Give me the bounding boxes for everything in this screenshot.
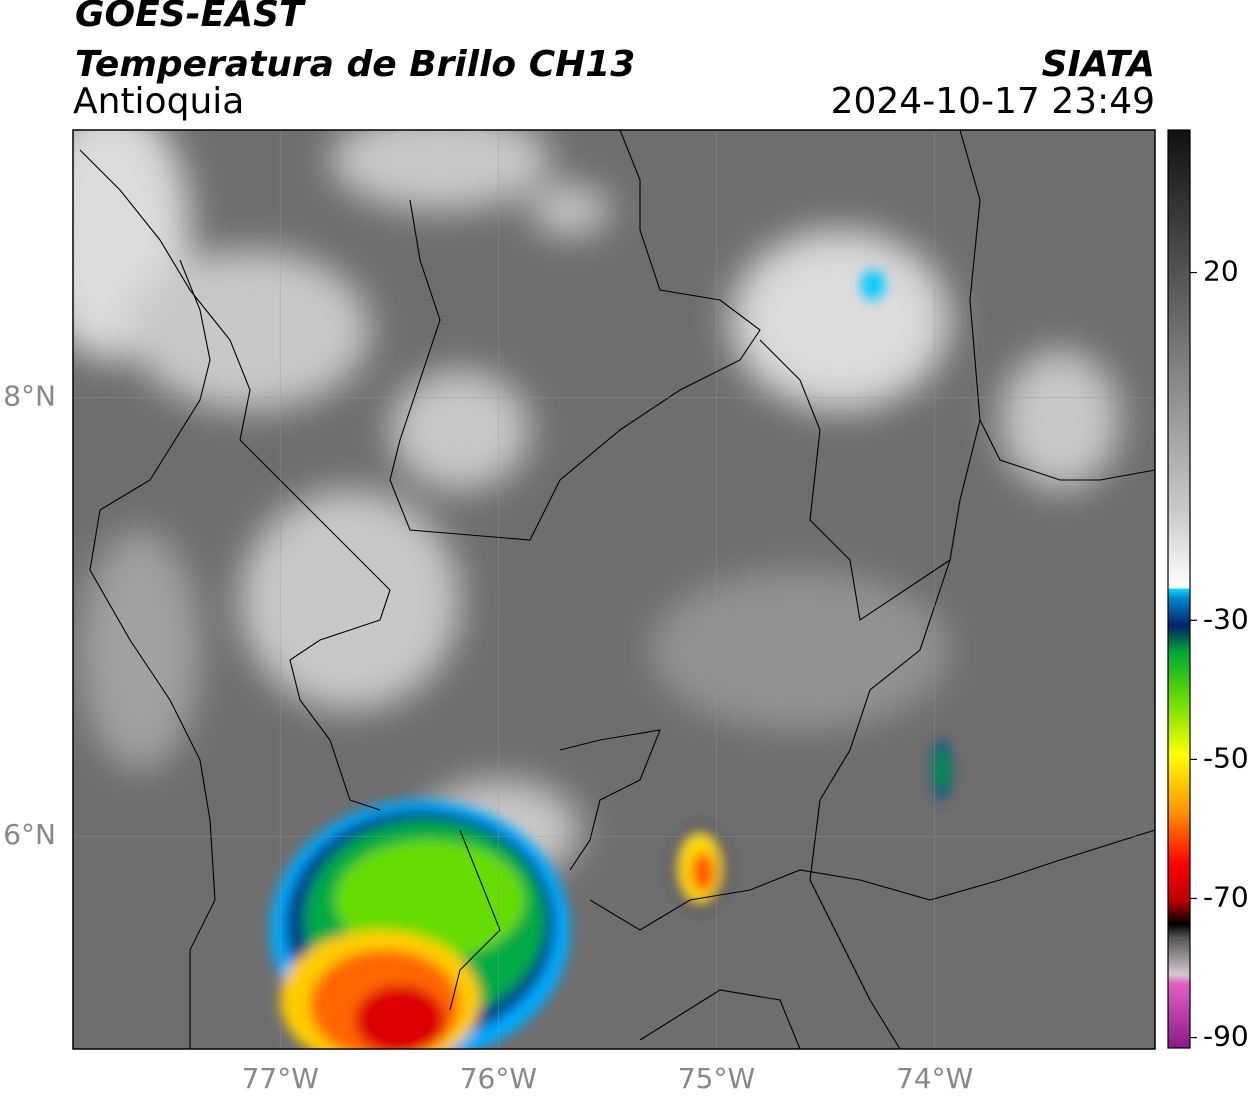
colorbar-tick-label: -70 (1203, 880, 1249, 913)
x-tick-label: 75°W (678, 1062, 755, 1095)
y-tick-label: 8°N (3, 380, 56, 413)
satellite-image (73, 130, 1155, 1049)
colorbar-tick-label: -50 (1203, 741, 1249, 774)
colorbar (1167, 129, 1191, 1049)
graticule (73, 130, 1155, 1049)
x-tick-label: 77°W (242, 1062, 319, 1095)
map-frame (72, 129, 1156, 1050)
colorbar-tick-label: 20 (1203, 255, 1239, 288)
colorbar-tick-label: -90 (1203, 1020, 1249, 1053)
borders (79, 130, 1155, 1049)
x-tick-label: 76°W (460, 1062, 537, 1095)
region: Antioquia (73, 81, 244, 122)
title: GOES-EAST (75, 0, 306, 35)
datetime: 2024-10-17 23:49 (831, 81, 1155, 122)
colorbar-tick-label: -30 (1203, 602, 1249, 635)
y-tick-label: 6°N (3, 818, 56, 851)
source: SIATA (1042, 44, 1155, 85)
x-tick-label: 74°W (896, 1062, 973, 1095)
subtitle: Temperatura de Brillo CH13 (75, 44, 635, 85)
